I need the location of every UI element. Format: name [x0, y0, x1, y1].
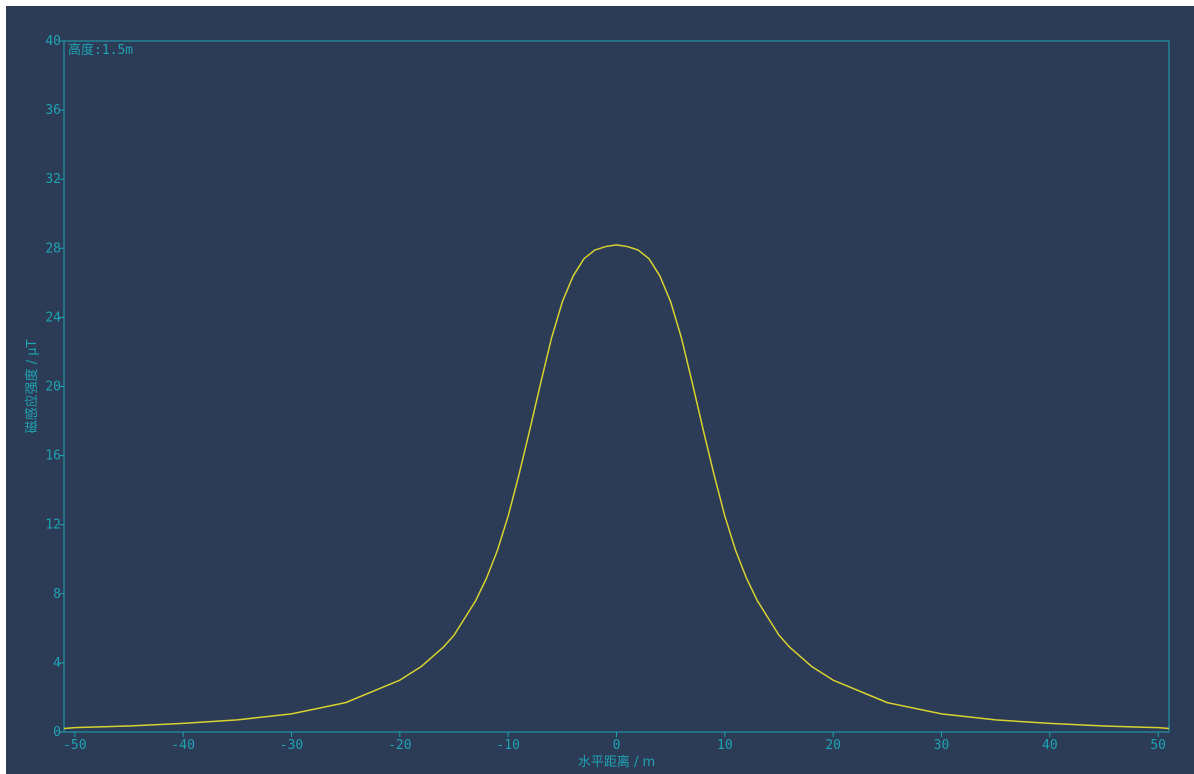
x-tick-label: 10 — [717, 738, 733, 753]
y-tick-label: 12 — [45, 518, 61, 533]
y-tick-label: 16 — [45, 449, 61, 464]
x-tick-label: 50 — [1150, 738, 1166, 753]
ticks-layer: -50 -40 -30 -20 -10 0 10 20 30 40 50 0 4 8 12 16 20 24 28 3… — [45, 34, 1166, 753]
height-annotation: 高度:1.5m — [68, 42, 133, 58]
x-axis-title: 水平距离 / m — [578, 754, 655, 770]
x-tick-label: -50 — [63, 738, 86, 753]
x-tick-label: 20 — [825, 738, 841, 753]
x-tick-label: 40 — [1042, 738, 1058, 753]
y-tick-label: 32 — [45, 172, 61, 187]
x-tick-label: 30 — [934, 738, 950, 753]
y-tick-label: 8 — [53, 587, 61, 602]
x-tick-label: -10 — [496, 738, 519, 753]
y-tick-label: 0 — [53, 725, 61, 740]
x-tick-label: -30 — [280, 738, 303, 753]
x-tick-label: -40 — [171, 738, 194, 753]
series-line-magnetic-field — [63, 244, 1170, 730]
y-tick-label: 40 — [45, 34, 61, 49]
x-tick-label: -20 — [388, 738, 411, 753]
x-tick-label: 0 — [613, 738, 621, 753]
plot-frame — [63, 40, 1170, 733]
y-tick-label: 36 — [45, 103, 61, 118]
y-tick-label: 28 — [45, 241, 61, 256]
y-tick-label: 4 — [53, 656, 61, 671]
y-axis-title: 磁感应强度 / μT — [24, 340, 40, 434]
y-tick-label: 20 — [45, 380, 61, 395]
y-tick-label: 24 — [45, 310, 61, 325]
magnetic-field-chart: -50 -40 -30 -20 -10 0 10 20 30 40 50 0 4 8 12 16 20 24 28 3… — [24, 34, 1170, 770]
chart-panel: -50 -40 -30 -20 -10 0 10 20 30 40 50 0 4 8 12 16 20 24 28 3… — [6, 6, 1194, 774]
